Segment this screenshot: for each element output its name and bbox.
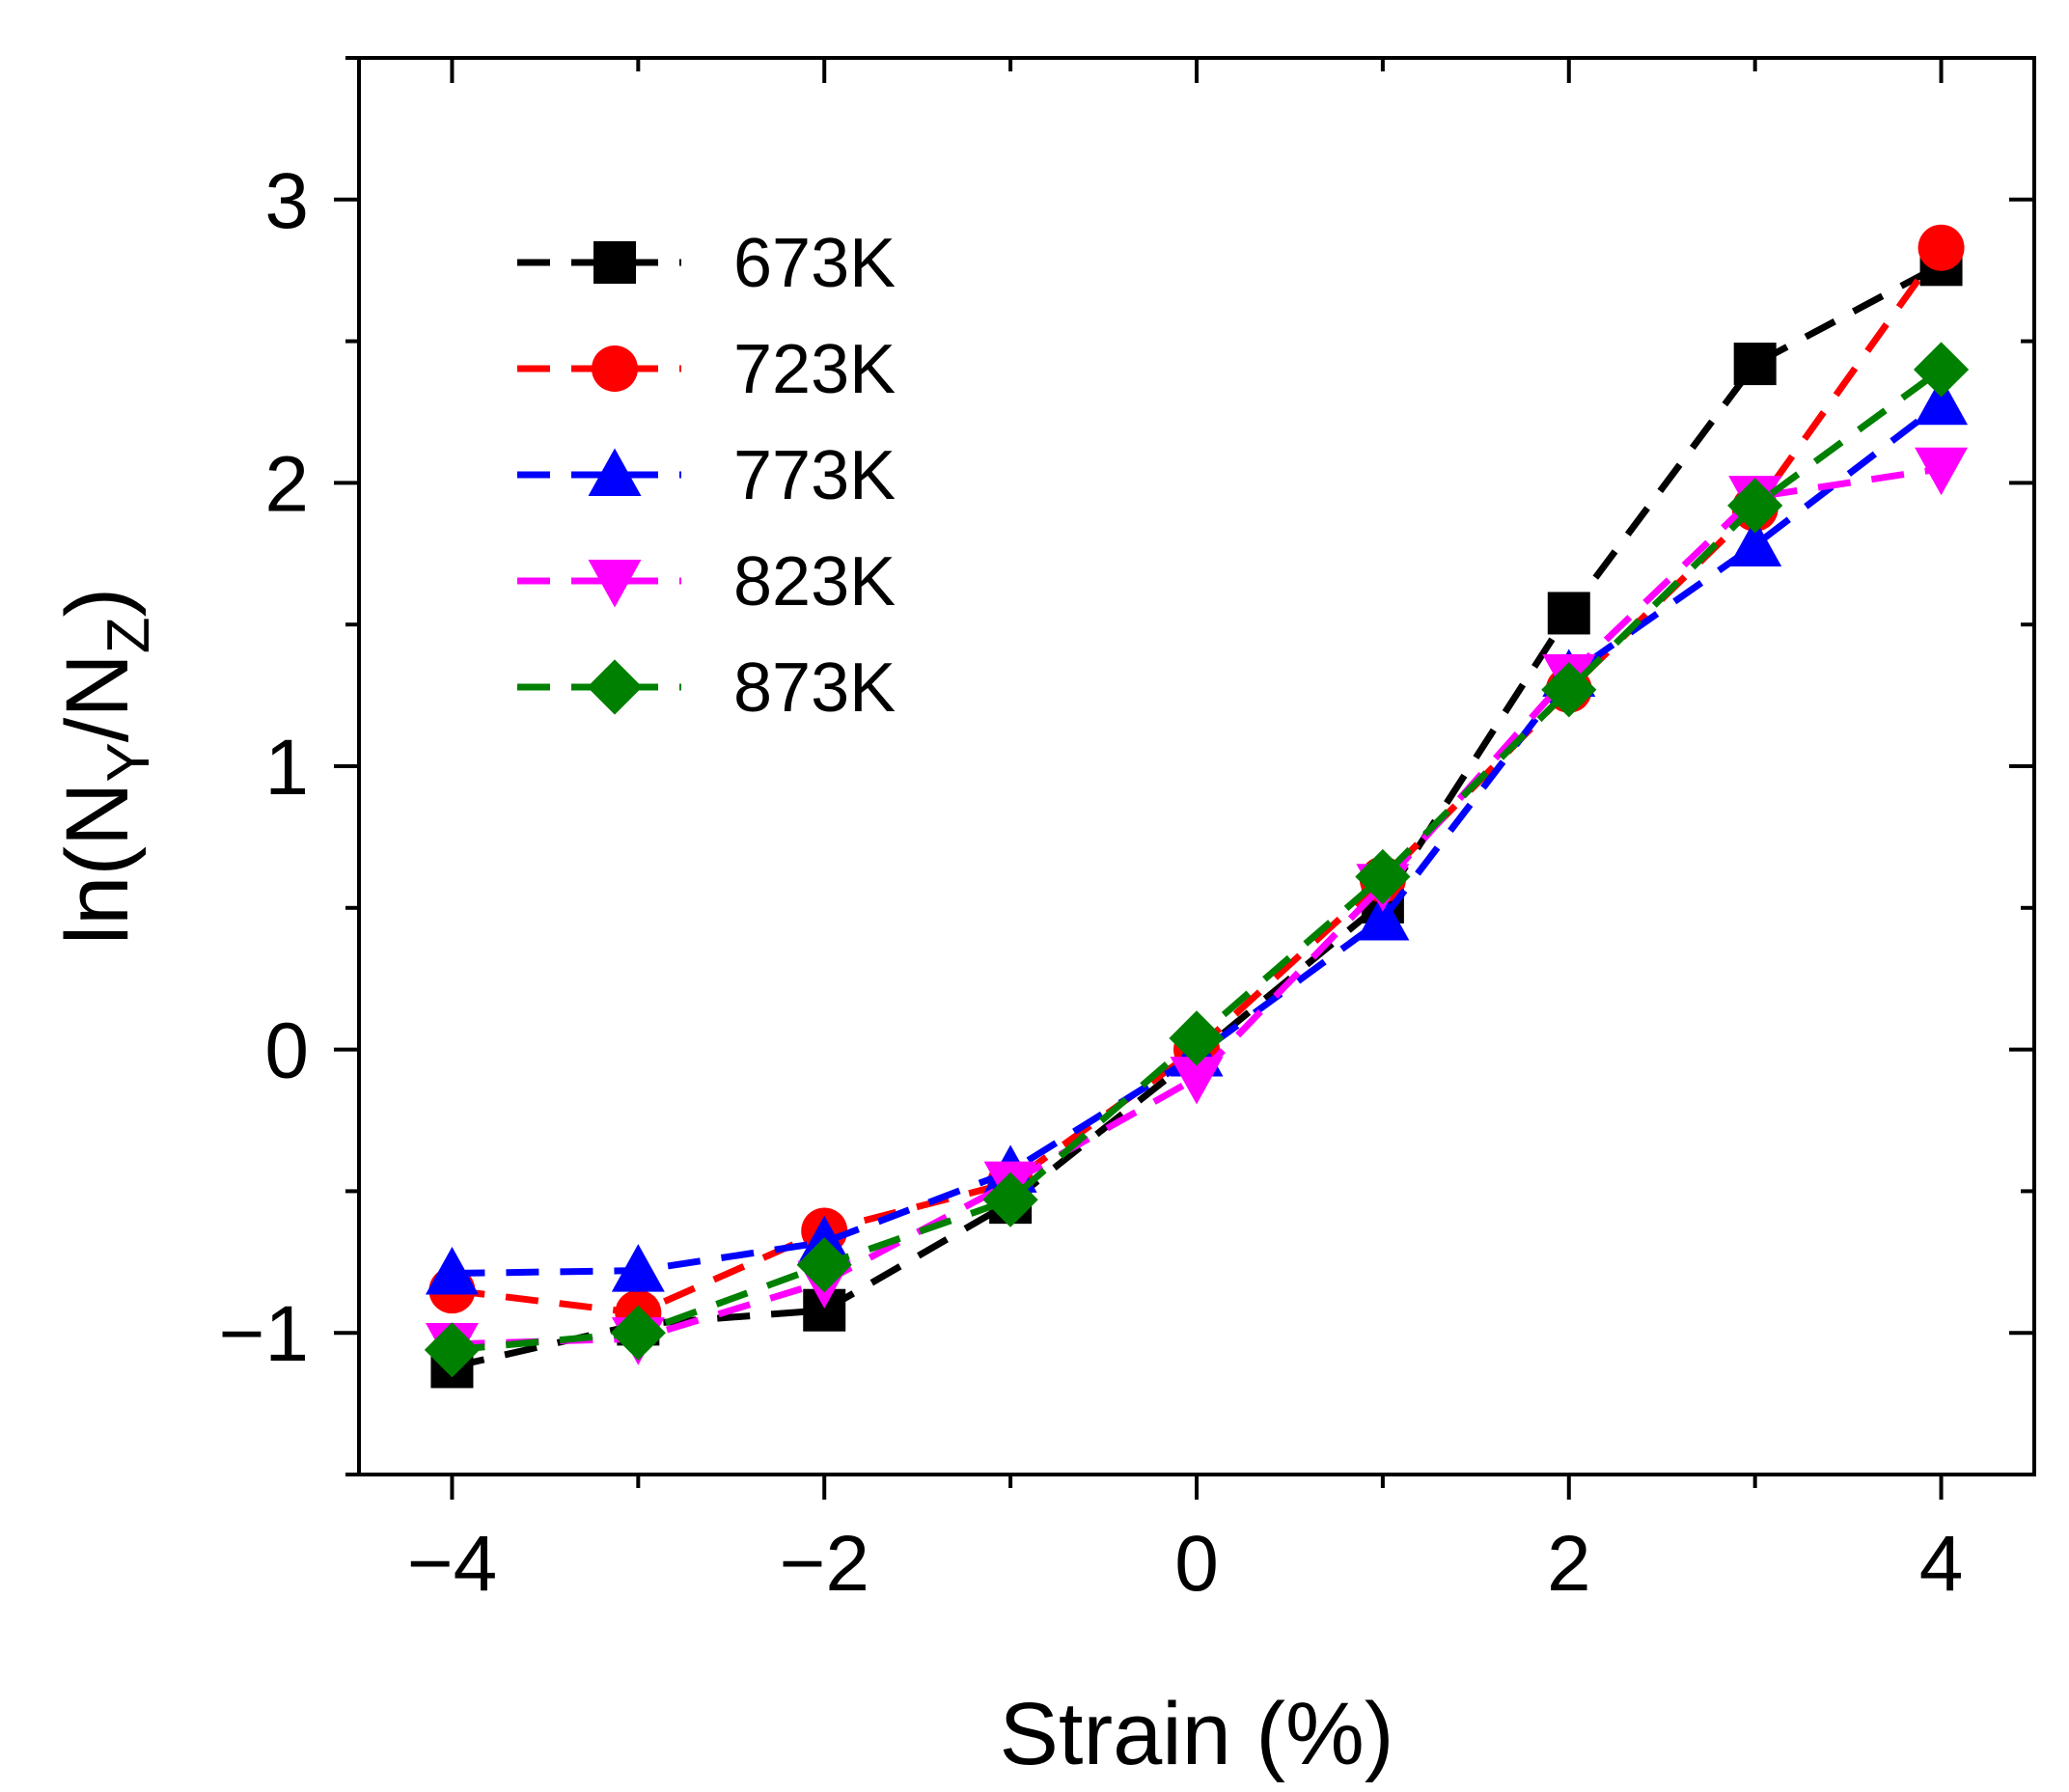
data-point xyxy=(424,1322,481,1378)
series-line xyxy=(452,465,1943,1348)
legend-marker xyxy=(592,345,638,392)
data-point xyxy=(1915,447,1969,496)
x-axis-title: Strain (%) xyxy=(1000,1685,1394,1783)
legend-label: 773K xyxy=(733,437,896,514)
legend-label: 673K xyxy=(733,225,896,302)
data-point xyxy=(1541,662,1597,718)
y-tick-label: −1 xyxy=(219,1290,310,1378)
legend-marker xyxy=(587,659,643,715)
x-tick-label: 4 xyxy=(1919,1520,1964,1608)
data-point xyxy=(982,1172,1038,1227)
data-point xyxy=(1170,1056,1224,1105)
plot-series xyxy=(424,224,1970,1389)
data-point xyxy=(1169,1010,1225,1066)
data-point xyxy=(610,1305,666,1361)
x-tick-label: 0 xyxy=(1174,1520,1219,1608)
y-axis-title: ln(NY/NZ) xyxy=(48,588,162,946)
legend-label: 873K xyxy=(733,649,896,727)
y-tick-label: 1 xyxy=(264,724,309,812)
data-point xyxy=(1547,592,1590,635)
legend-label: 823K xyxy=(733,543,896,620)
series-line xyxy=(452,400,1944,1278)
data-point xyxy=(796,1237,852,1293)
legend-item: 723K xyxy=(517,331,896,408)
y-tick-label: 0 xyxy=(264,1007,309,1095)
data-point xyxy=(1915,376,1969,426)
data-point xyxy=(425,1247,479,1295)
data-point xyxy=(611,1244,665,1292)
legend-item: 773K xyxy=(517,437,896,514)
legend-item: 673K xyxy=(517,225,896,302)
data-point xyxy=(1733,343,1777,386)
data-point xyxy=(1913,342,1970,398)
data-point xyxy=(1727,478,1783,534)
data-point xyxy=(1355,848,1411,905)
legend-label: 723K xyxy=(733,331,896,408)
legend-marker xyxy=(588,560,642,608)
data-point xyxy=(1356,893,1410,941)
data-point xyxy=(1728,518,1782,566)
legend: 673K 723K 773K 823K 873K xyxy=(517,225,896,727)
data-point xyxy=(1917,224,1965,271)
axes: −4 −2 0 2 4 −1 0 1 2 3 xyxy=(219,56,2034,1608)
x-tick-label: −4 xyxy=(407,1520,498,1608)
legend-item: 873K xyxy=(517,649,896,727)
legend-item: 823K xyxy=(517,543,896,620)
series-873K xyxy=(424,342,1970,1378)
x-tick-label: −2 xyxy=(779,1520,869,1608)
legend-marker xyxy=(588,448,642,496)
y-tick-label: 2 xyxy=(264,440,309,528)
y-tick-label: 3 xyxy=(264,157,309,245)
legend-marker xyxy=(593,241,636,284)
x-tick-label: 2 xyxy=(1547,1520,1591,1608)
